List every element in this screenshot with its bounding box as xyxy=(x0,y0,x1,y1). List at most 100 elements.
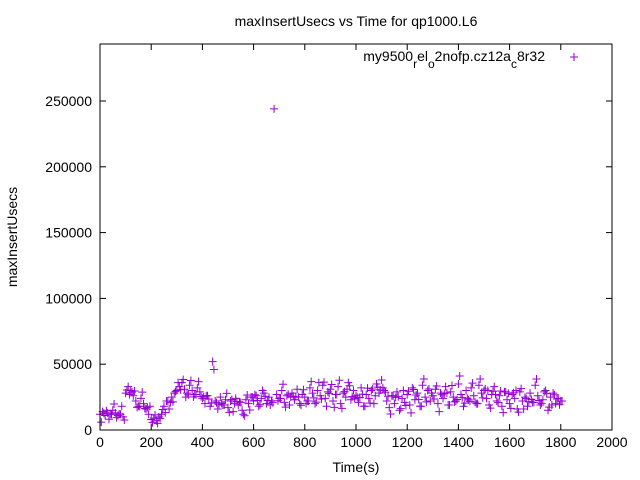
data-point xyxy=(110,399,119,408)
data-point xyxy=(229,407,238,416)
data-point xyxy=(168,397,177,406)
data-point xyxy=(227,395,236,404)
data-point xyxy=(396,404,405,413)
data-point xyxy=(468,379,477,388)
data-point xyxy=(309,393,318,402)
y-tick-label: 200000 xyxy=(45,159,92,175)
x-tick-label: 1600 xyxy=(494,434,525,450)
data-point xyxy=(491,390,500,399)
data-point xyxy=(476,374,485,383)
data-point xyxy=(313,386,322,395)
data-point xyxy=(536,400,545,409)
data-point xyxy=(464,395,473,404)
data-point xyxy=(377,375,386,384)
data-point xyxy=(263,396,272,405)
data-point xyxy=(336,399,345,408)
data-point xyxy=(368,384,377,393)
data-point xyxy=(364,394,373,403)
x-tick-label: 1400 xyxy=(443,434,474,450)
data-point xyxy=(453,395,462,404)
data-point xyxy=(496,387,505,396)
data-point xyxy=(268,398,277,407)
legend-marker-icon xyxy=(570,53,578,61)
data-point xyxy=(460,399,469,408)
data-point xyxy=(243,390,252,399)
data-point xyxy=(156,414,165,423)
data-point xyxy=(176,385,185,394)
y-tick-label: 0 xyxy=(84,422,92,438)
data-point xyxy=(514,408,523,417)
data-point xyxy=(144,410,153,419)
data-point xyxy=(138,388,147,397)
data-point xyxy=(538,395,547,404)
data-point xyxy=(520,393,529,402)
data-point xyxy=(352,391,360,400)
data-point xyxy=(304,397,313,406)
data-point xyxy=(394,392,403,401)
data-point xyxy=(179,375,188,384)
data-point xyxy=(253,396,262,405)
data-point xyxy=(207,399,216,408)
data-point xyxy=(439,394,448,403)
data-point xyxy=(369,399,378,408)
data-point xyxy=(380,386,389,395)
data-point xyxy=(332,390,341,399)
x-tick-label: 800 xyxy=(293,434,317,450)
y-tick-label: 50000 xyxy=(53,356,92,372)
data-point xyxy=(422,397,431,406)
data-point xyxy=(547,400,556,409)
data-point xyxy=(145,402,154,411)
data-point xyxy=(122,385,131,394)
data-point xyxy=(335,376,344,385)
data-point xyxy=(185,381,194,390)
chart-title: maxInsertUsecs vs Time for qp1000.L6 xyxy=(235,13,478,29)
data-point xyxy=(523,402,532,411)
data-point xyxy=(532,374,541,383)
data-point xyxy=(165,404,174,413)
data-point xyxy=(311,399,320,408)
data-point xyxy=(492,397,501,406)
legend: my9500relo2nofp.cz12ac8r32 xyxy=(363,48,578,71)
data-point xyxy=(433,399,442,408)
x-tick-label: 200 xyxy=(140,434,164,450)
data-point xyxy=(478,393,487,402)
data-point xyxy=(490,382,499,391)
data-point xyxy=(385,403,394,412)
data-point xyxy=(240,411,249,420)
data-point xyxy=(320,378,328,387)
data-point xyxy=(517,384,526,393)
y-axis-label: maxInsertUsecs xyxy=(4,187,20,287)
axis-ticks: 0 200 400 600 800 1000 1200 1400 1600 1800 2000 0 50… xyxy=(45,44,628,450)
data-point xyxy=(405,400,414,409)
data-point xyxy=(312,398,321,407)
data-point xyxy=(254,402,263,411)
data-point xyxy=(445,400,454,409)
data-point xyxy=(441,382,450,391)
data-points xyxy=(96,104,567,428)
data-point xyxy=(390,399,399,408)
data-point xyxy=(442,388,451,397)
data-point xyxy=(257,394,266,403)
data-point xyxy=(171,387,180,396)
data-point xyxy=(327,380,336,389)
x-tick-label: 2000 xyxy=(596,434,627,450)
data-point xyxy=(129,391,138,400)
data-point xyxy=(504,389,513,398)
data-point xyxy=(432,382,441,391)
data-point xyxy=(499,408,508,417)
x-tick-label: 0 xyxy=(96,434,104,450)
plot-frame xyxy=(99,43,613,431)
data-point xyxy=(157,410,166,419)
data-point xyxy=(419,374,428,383)
data-point xyxy=(239,410,248,419)
data-point xyxy=(366,399,375,408)
data-point xyxy=(455,372,464,381)
data-point xyxy=(317,394,326,403)
data-point xyxy=(120,415,129,424)
data-point xyxy=(293,385,302,394)
data-point xyxy=(395,406,404,415)
data-point xyxy=(407,408,416,417)
data-point xyxy=(235,397,244,406)
data-point xyxy=(354,398,363,407)
data-point xyxy=(225,408,234,417)
